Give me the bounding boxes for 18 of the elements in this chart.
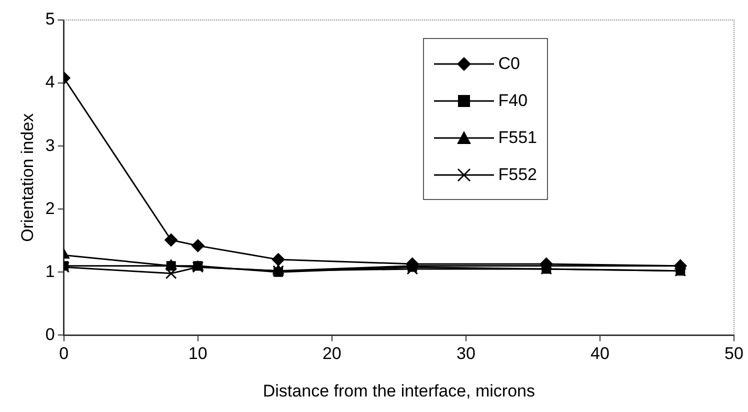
legend-label: F552 — [498, 164, 537, 184]
x-tick-label: 0 — [59, 344, 69, 364]
x-tick-label: 50 — [724, 344, 744, 364]
legend-label: C0 — [498, 54, 520, 74]
legend-label: F551 — [498, 128, 537, 148]
y-tick-label: 4 — [45, 72, 55, 92]
x-tick-label: 30 — [456, 344, 476, 364]
y-tick-label: 1 — [45, 262, 55, 281]
y-axis-title: Orientation index — [18, 112, 37, 242]
x-tick-label: 40 — [590, 344, 610, 364]
y-tick-label: 2 — [45, 198, 55, 218]
x-tick-label: 20 — [322, 344, 342, 364]
legend-label: F40 — [498, 90, 528, 110]
y-tick-label: 0 — [45, 324, 55, 344]
x-axis-title: Distance from the interface, microns — [262, 381, 535, 400]
y-tick-label: 3 — [45, 136, 55, 155]
y-tick-label: 5 — [45, 10, 55, 29]
x-tick-label: 10 — [188, 344, 208, 364]
